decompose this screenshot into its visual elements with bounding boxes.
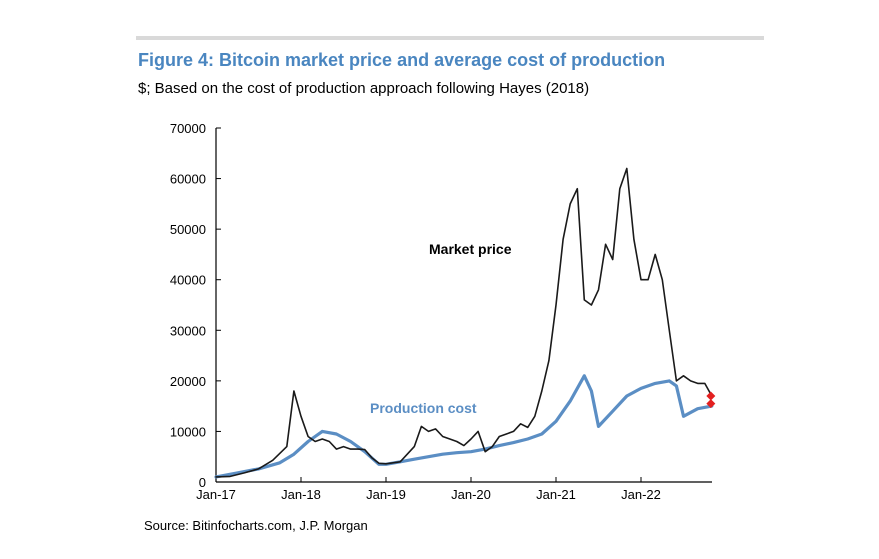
production-cost-label: Production cost xyxy=(370,400,477,416)
y-tick-label: 40000 xyxy=(170,273,206,288)
red-diamond-marker xyxy=(706,391,716,401)
annotation-group: Market price Production cost xyxy=(370,241,512,416)
series-group xyxy=(214,167,716,479)
y-tick-label: 20000 xyxy=(170,374,206,389)
x-tick-label: Jan-22 xyxy=(621,487,661,502)
y-tick-label: 70000 xyxy=(170,121,206,136)
market-price-label: Market price xyxy=(429,241,512,257)
axes: 0 10000 20000 30000 40000 50000 60000 70000 Jan-… xyxy=(170,121,712,502)
top-rule xyxy=(136,36,764,40)
y-tick-label: 60000 xyxy=(170,172,206,187)
y-tick-label: 0 xyxy=(199,475,206,490)
production-cost-line xyxy=(214,374,714,479)
x-tick-label: Jan-17 xyxy=(196,487,236,502)
x-tick-label: Jan-21 xyxy=(536,487,576,502)
market-price-line xyxy=(215,167,713,478)
y-tick-label: 50000 xyxy=(170,222,206,237)
x-tick-label: Jan-18 xyxy=(281,487,321,502)
chart-title: Figure 4: Bitcoin market price and avera… xyxy=(138,50,666,70)
red-diamond-marker xyxy=(706,399,716,409)
y-tick-label: 10000 xyxy=(170,424,206,439)
y-tick-label: 30000 xyxy=(170,323,206,338)
x-tick-label: Jan-20 xyxy=(451,487,491,502)
source-note: Source: Bitinfocharts.com, J.P. Morgan xyxy=(144,518,368,533)
chart-subtitle: $; Based on the cost of production appro… xyxy=(138,80,590,97)
x-tick-label: Jan-19 xyxy=(366,487,406,502)
